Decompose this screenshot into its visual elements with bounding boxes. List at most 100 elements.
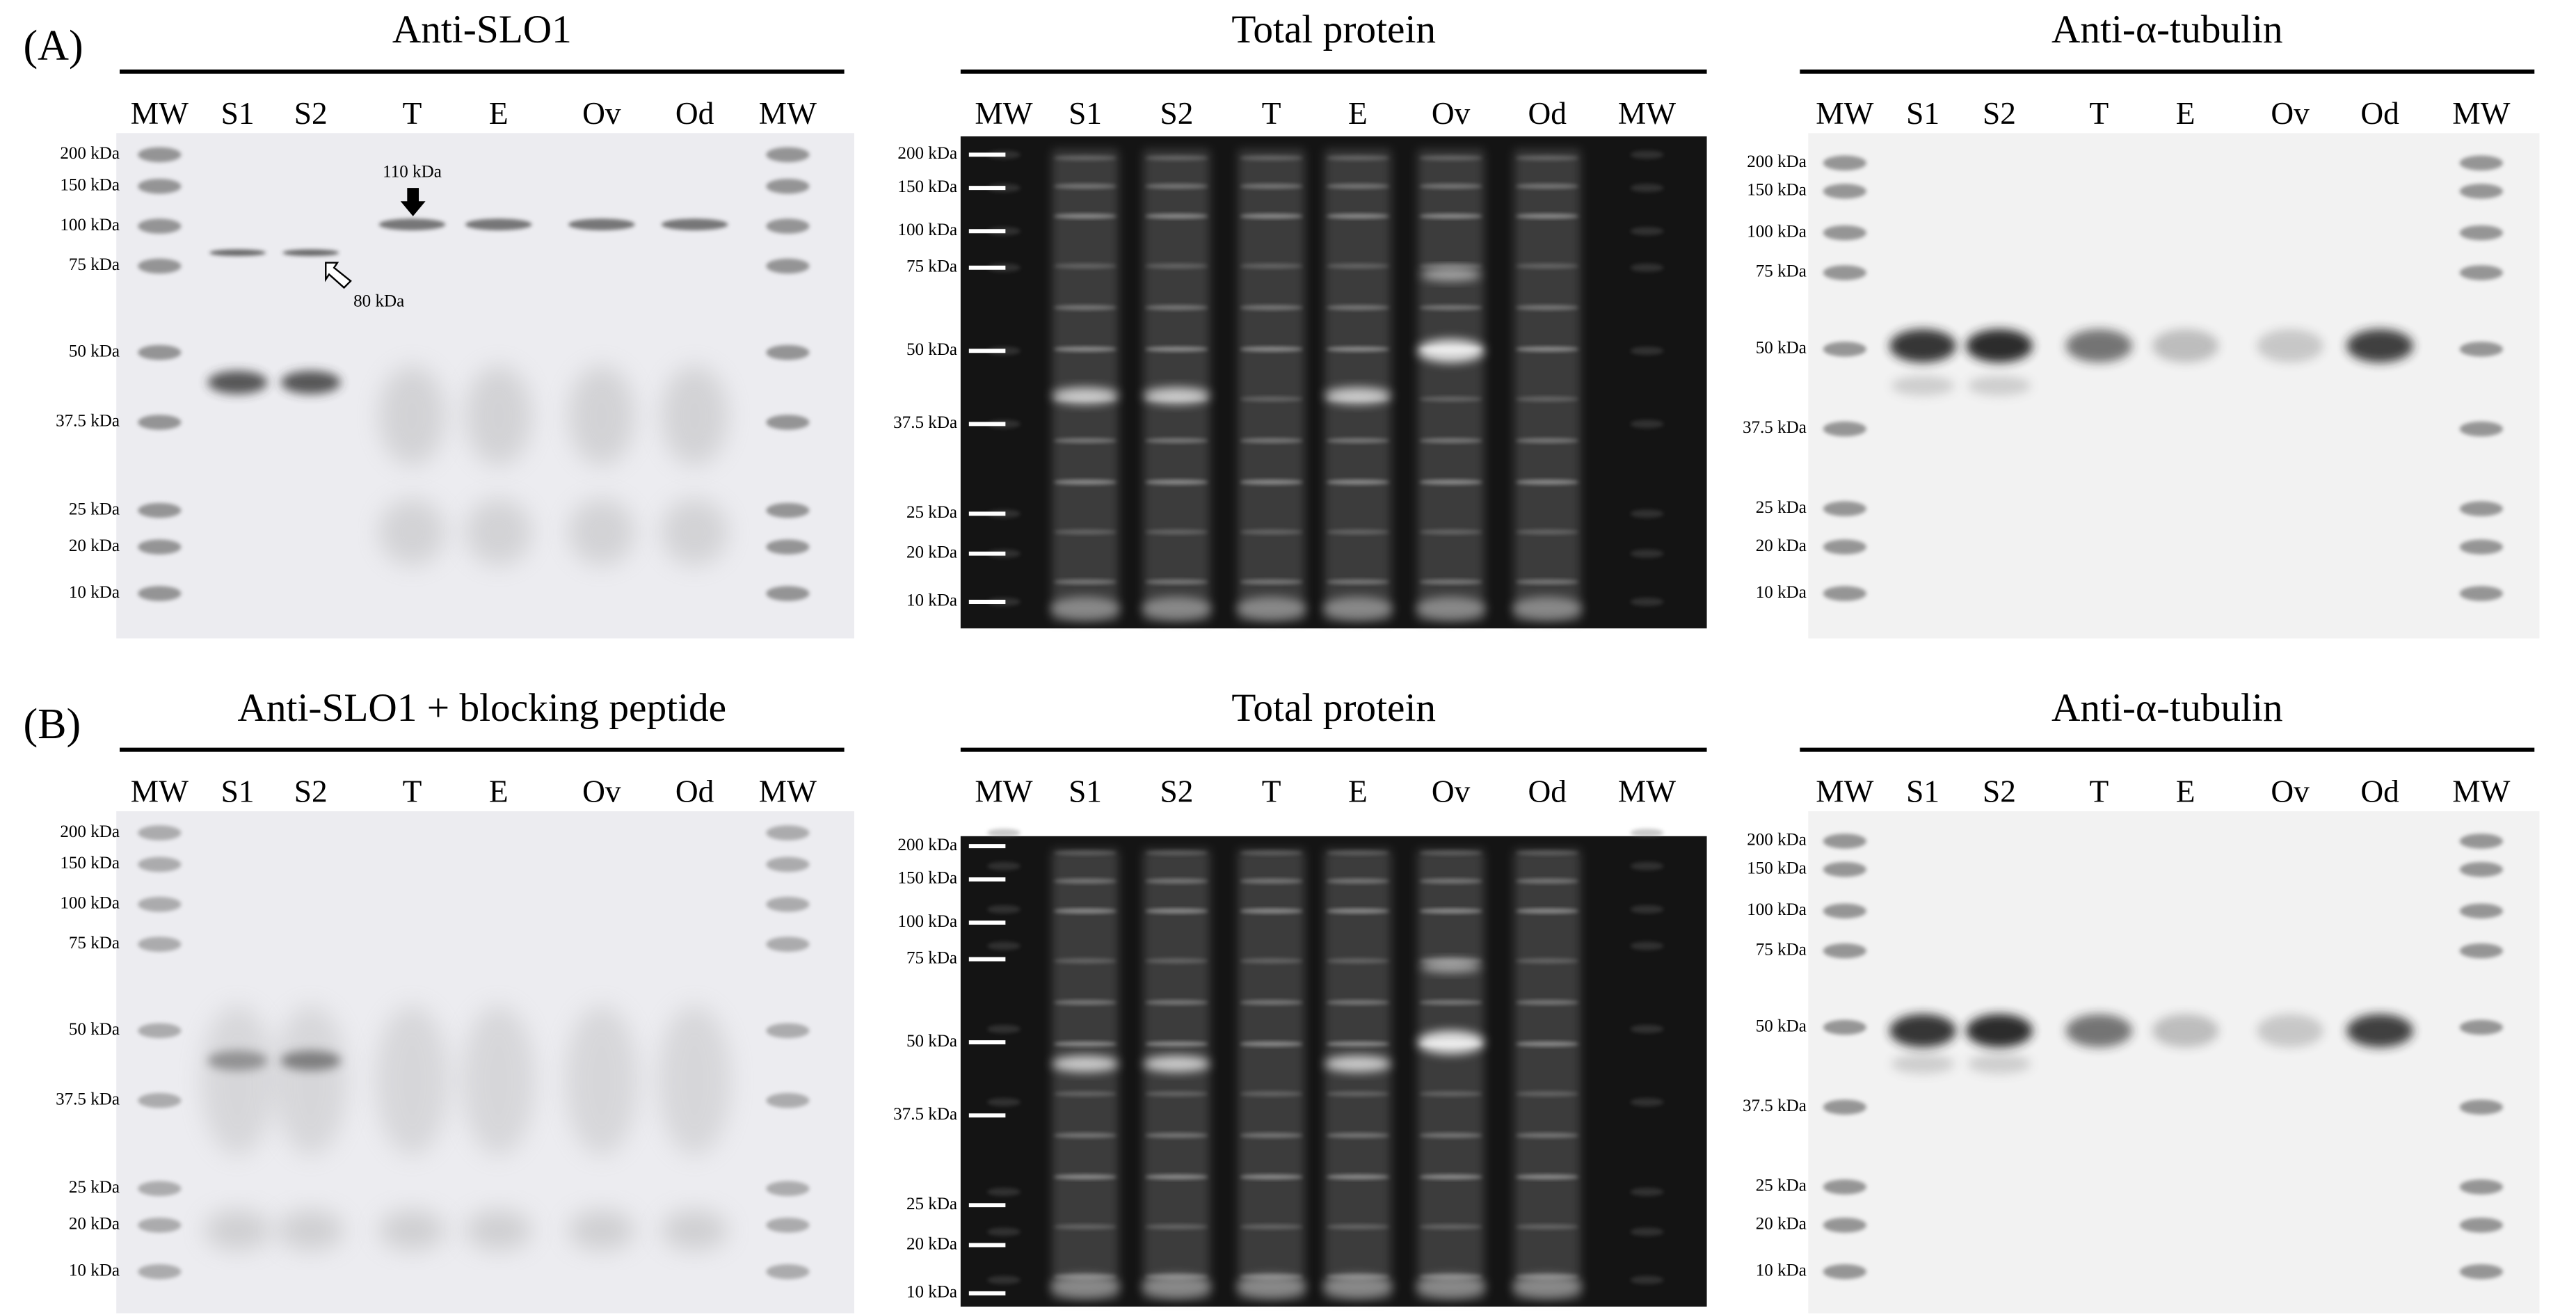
band [1419, 908, 1483, 914]
band [987, 904, 1021, 914]
band [1053, 1174, 1117, 1180]
band [1630, 1188, 1664, 1197]
band [1240, 1224, 1304, 1229]
band [138, 586, 182, 601]
band [1630, 1227, 1664, 1236]
band [1145, 1174, 1208, 1180]
band [138, 178, 182, 194]
lane-label: Od [1528, 96, 1567, 131]
band [465, 365, 532, 466]
band [661, 498, 728, 566]
band [987, 1275, 1021, 1284]
lane-smear [1325, 150, 1391, 622]
marker-label: 25 kDa [69, 500, 120, 518]
marker-label: 75 kDa [1756, 262, 1807, 281]
band [766, 937, 810, 952]
band [1326, 214, 1390, 219]
band [1419, 1174, 1483, 1180]
band [1515, 1091, 1579, 1097]
band [658, 1005, 732, 1156]
band [1326, 1000, 1390, 1005]
blot [116, 133, 854, 639]
band [766, 856, 810, 872]
band [1240, 1091, 1304, 1097]
band [1053, 850, 1117, 856]
band [1515, 396, 1579, 402]
band [2459, 265, 2503, 280]
band [2459, 184, 2503, 199]
band [766, 502, 810, 518]
band [1515, 1224, 1579, 1229]
band [1823, 265, 1866, 280]
band [1142, 1275, 1212, 1298]
lane-smear [1514, 849, 1581, 1300]
marker-label: 10 kDa [69, 583, 120, 602]
band [375, 1005, 449, 1156]
band [2459, 943, 2503, 959]
band [1053, 184, 1117, 189]
band [1967, 376, 2031, 396]
marker-label: 50 kDa [1756, 339, 1807, 358]
arrow-open [325, 262, 352, 289]
band [465, 1210, 532, 1250]
band [138, 856, 182, 872]
band [2459, 501, 2503, 516]
blot-title: Anti-α-tubulin [2051, 8, 2283, 51]
marker-label: 10 kDa [69, 1261, 120, 1280]
blot-title: Total protein [1231, 8, 1436, 51]
band [1515, 1133, 1579, 1138]
band [1630, 904, 1664, 914]
band [1823, 1218, 1866, 1233]
marker-label: 37.5 kDa [893, 1105, 957, 1124]
band [1891, 376, 1955, 396]
lane-smear [1325, 849, 1391, 1300]
arrow-solid [400, 188, 426, 216]
lane-label: MW [1816, 774, 1873, 809]
band [1515, 479, 1579, 485]
band [987, 829, 1021, 838]
band [1417, 339, 1485, 362]
marker-label: 50 kDa [69, 1020, 120, 1039]
band [1419, 155, 1483, 161]
marker-label: 150 kDa [1747, 181, 1807, 200]
band [1145, 1000, 1208, 1005]
band [1050, 596, 1121, 621]
lane-label: MW [759, 774, 817, 809]
band [1240, 908, 1304, 914]
band [1240, 184, 1304, 189]
lane-label: T [403, 96, 422, 131]
band [1145, 479, 1208, 485]
band [1417, 1030, 1485, 1054]
band [2257, 329, 2323, 362]
band [2459, 1179, 2503, 1195]
marker-label: 37.5 kDa [56, 1090, 120, 1108]
band [282, 249, 339, 257]
band [1630, 150, 1664, 159]
lane-label: E [2176, 96, 2195, 131]
lane-label: Ov [582, 96, 621, 131]
band [1966, 1014, 2033, 1048]
band [1512, 1275, 1583, 1298]
band [568, 1210, 635, 1250]
band [766, 1023, 810, 1039]
band [138, 344, 182, 360]
band [2152, 1014, 2219, 1048]
marker-label: 10 kDa [906, 591, 957, 610]
band [1416, 1275, 1486, 1298]
band [1515, 184, 1579, 189]
band [1145, 908, 1208, 914]
lane-label: Ov [2271, 774, 2310, 809]
band [1053, 438, 1117, 443]
band [138, 1023, 182, 1039]
band [378, 498, 446, 566]
band [1050, 1275, 1121, 1298]
band [1419, 438, 1483, 443]
lane-smear [1417, 849, 1485, 1300]
marker-label: 100 kDa [60, 216, 120, 234]
band [1326, 1041, 1390, 1047]
marker-label: 37.5 kDa [1743, 418, 1807, 437]
marker-label: 37.5 kDa [56, 412, 120, 431]
band [1515, 1000, 1579, 1005]
band [1240, 346, 1304, 352]
